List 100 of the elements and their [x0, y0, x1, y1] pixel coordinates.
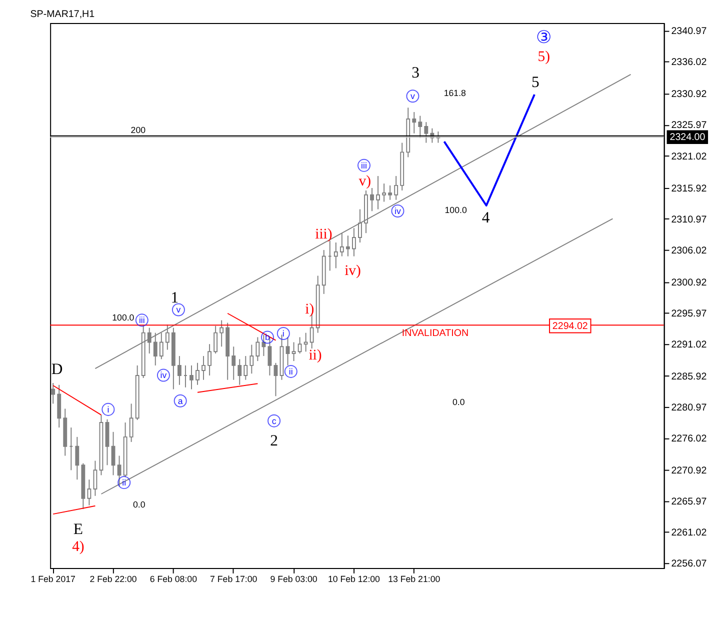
- candlestick: [412, 112, 416, 134]
- y-tick-label: 2315.92: [671, 183, 707, 194]
- candlestick: [238, 358, 242, 386]
- candlestick: [159, 332, 164, 360]
- candlestick: [346, 235, 350, 257]
- annotation: iv): [344, 262, 362, 279]
- candlestick: [376, 176, 380, 210]
- candlestick: [262, 334, 266, 357]
- candlestick: [153, 332, 158, 366]
- annotation: 100.0: [444, 204, 467, 215]
- candlestick: [232, 346, 236, 380]
- annotation: 0.0: [132, 499, 146, 510]
- candlestick: [196, 362, 200, 386]
- candlestick: [298, 336, 302, 354]
- candlestick: [177, 356, 182, 386]
- ref-line-label: INVALIDATION: [402, 328, 469, 339]
- candlestick: [292, 342, 296, 362]
- annotation: iv: [160, 370, 168, 380]
- candlestick: [394, 176, 398, 200]
- y-tick-label: 2321.02: [671, 151, 707, 162]
- annotation: v: [410, 91, 416, 102]
- annotation: 200: [130, 125, 146, 136]
- annotation: 100.0: [112, 312, 134, 322]
- y-tick-label: 2306.02: [671, 245, 707, 256]
- annotation: 4): [72, 539, 84, 556]
- candlestick: [286, 336, 290, 366]
- x-tick-label: 2 Feb 22:00: [90, 574, 137, 584]
- annotation: 2294.02: [552, 320, 588, 332]
- annotation: D: [51, 361, 63, 378]
- candlestick: [250, 344, 254, 374]
- candlestick: [274, 362, 278, 397]
- candlestick: [388, 184, 392, 200]
- y-tick-label: 2330.92: [671, 89, 707, 100]
- candlestick: [214, 325, 218, 354]
- y-tick-label: 2291.02: [671, 339, 707, 350]
- x-tick-label: 13 Feb 21:00: [388, 574, 440, 584]
- candlestick: [220, 320, 224, 348]
- annotation: iii): [315, 226, 332, 243]
- ref-line-label: 2324.00: [670, 132, 706, 144]
- candlestick: [87, 479, 92, 506]
- annotation: ii): [308, 347, 322, 364]
- annotation: i): [305, 302, 314, 318]
- y-tick-label: 2336.02: [671, 57, 707, 68]
- annotation: c: [272, 416, 277, 426]
- annotation: v): [358, 174, 372, 190]
- annotation: E: [73, 520, 83, 538]
- annotation: iii: [361, 160, 367, 170]
- candlestick: [334, 242, 338, 269]
- annotation: 5): [538, 49, 550, 66]
- annotation: 161.8: [444, 88, 466, 98]
- candlestick: [424, 122, 428, 144]
- candlestick: [418, 115, 422, 138]
- x-tick-label: 10 Feb 12:00: [328, 574, 380, 584]
- x-tick-label: 1 Feb 2017: [30, 574, 76, 584]
- y-tick-label: 2265.97: [671, 496, 707, 508]
- annotation: a: [178, 396, 183, 406]
- candlestick: [244, 356, 248, 380]
- candlestick: [105, 418, 110, 466]
- candlestick: [208, 344, 212, 376]
- y-tick-label: 2261.02: [671, 528, 707, 539]
- candlestick: [340, 232, 344, 257]
- candlestick: [256, 336, 260, 362]
- x-tick-label: 6 Feb 08:00: [150, 574, 198, 584]
- annotation: 3: [412, 64, 420, 82]
- y-tick-label: 2295.97: [671, 308, 707, 320]
- candlestick: [57, 384, 62, 428]
- y-tick-label: 2276.02: [671, 433, 707, 444]
- y-tick-label: 2310.97: [671, 214, 707, 226]
- annotation: ii: [122, 478, 126, 488]
- annotation: 1: [170, 289, 179, 306]
- y-tick-label: 2325.97: [671, 120, 707, 132]
- candlestick: [117, 455, 122, 487]
- candlestick: [358, 208, 362, 243]
- annotation: 2: [270, 432, 278, 450]
- annotation: i: [282, 328, 284, 338]
- y-tick-label: 2340.97: [671, 26, 707, 38]
- annotation: ii: [288, 366, 293, 376]
- candlestick: [75, 436, 80, 480]
- candlestick: [190, 364, 194, 390]
- x-tick-label: 7 Feb 17:00: [210, 574, 258, 584]
- candlestick: [352, 228, 356, 257]
- y-tick-label: 2300.92: [671, 277, 707, 288]
- y-tick-label: 2256.07: [671, 558, 707, 570]
- y-tick-label: 2270.92: [671, 465, 707, 476]
- annotation: iv: [394, 206, 402, 216]
- x-tick-label: 9 Feb 03:00: [270, 574, 318, 584]
- annotation: 4: [482, 210, 490, 227]
- y-tick-label: 2280.97: [671, 402, 707, 414]
- candlestick: [93, 460, 98, 496]
- y-tick-label: 2285.92: [671, 371, 707, 382]
- annotation: iii: [138, 315, 145, 326]
- annotation: v: [176, 304, 182, 315]
- candlestick: [51, 382, 56, 404]
- candlestick: [129, 403, 134, 442]
- candlestick: [268, 336, 272, 376]
- annotation: 5: [532, 74, 540, 91]
- candlestick: [165, 324, 170, 350]
- annotation: ③: [536, 27, 552, 48]
- candlestick: [202, 356, 206, 380]
- candlestick: [304, 332, 308, 352]
